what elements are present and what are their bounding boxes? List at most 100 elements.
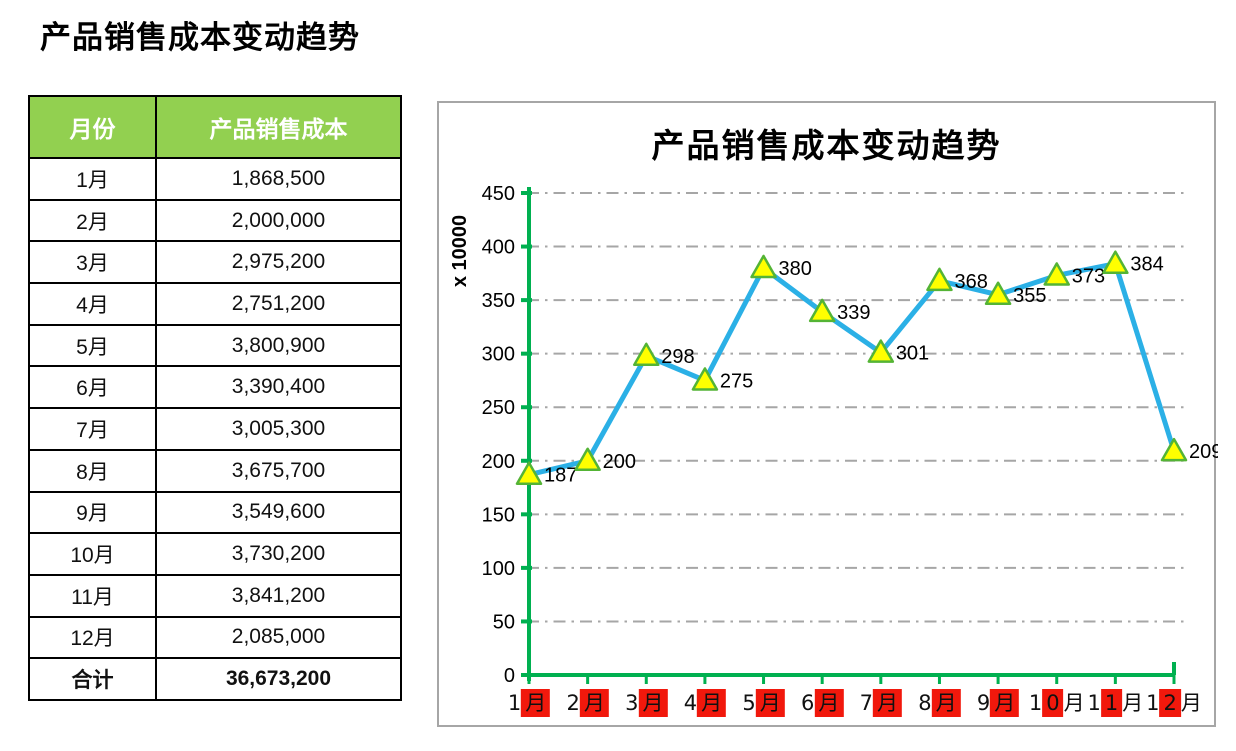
data-point-marker [926, 267, 953, 292]
data-label: 209 [1189, 441, 1218, 463]
column-header-cost: 产品销售成本 [155, 95, 402, 159]
cost-cell: 1,868,500 [155, 157, 402, 201]
month-cell: 11月 [28, 573, 157, 618]
x-label-char-highlighted: 月 [755, 689, 785, 717]
cost-cell: 3,549,600 [155, 490, 402, 535]
x-label-char-highlighted: 月 [579, 689, 609, 717]
y-tick-label: 450 [482, 183, 515, 205]
x-label-char-highlighted: 1 [1100, 689, 1123, 717]
cost-cell: 3,390,400 [155, 365, 402, 410]
chart-container: 0 50 100 150 200 250 300 350 400 450 x 10000 187 200… [437, 101, 1218, 727]
y-tick-label: 0 [504, 665, 515, 687]
table-row: 12月 2,085,000 [28, 615, 402, 660]
x-label-char-highlighted: 0 [1042, 689, 1064, 717]
data-label: 339 [837, 302, 870, 324]
page-title: 产品销售成本变动趋势 [40, 20, 360, 55]
table-row: 7月 3,005,300 [28, 407, 402, 451]
cost-cell: 3,841,200 [155, 573, 402, 618]
cost-cell: 2,751,200 [155, 282, 402, 326]
x-label-char-highlighted: 月 [521, 689, 551, 717]
table-row: 8月 3,675,700 [28, 448, 402, 493]
x-label-char: 6 [800, 691, 815, 715]
month-cell: 5月 [28, 323, 157, 368]
x-label-char: 1 [1146, 691, 1160, 715]
data-label: 368 [954, 271, 987, 293]
table-row: 4月 2,751,200 [28, 282, 402, 326]
x-label-char: 7 [859, 691, 873, 715]
data-point-marker [867, 339, 895, 363]
data-point-marker [633, 342, 660, 367]
table-row: 11月 3,841,200 [28, 573, 402, 618]
month-cell: 12月 [28, 615, 157, 660]
month-cell: 2月 [28, 198, 157, 243]
x-label-char: 5 [742, 691, 756, 715]
data-point-marker [1102, 250, 1129, 274]
table-header-row: 月份 产品销售成本 [28, 95, 402, 159]
x-label-char-highlighted: 月 [873, 689, 902, 717]
data-label: 298 [661, 346, 694, 368]
x-label-char: 9 [976, 691, 991, 715]
y-tick-label: 50 [493, 611, 515, 633]
table-row: 10月 3,730,200 [28, 532, 402, 576]
data-label: 275 [720, 370, 753, 392]
table-row: 5月 3,800,900 [28, 323, 402, 368]
table-row: 6月 3,390,400 [28, 365, 402, 410]
x-label-char: 月 [1122, 691, 1144, 715]
y-tick-label: 100 [482, 558, 515, 580]
x-label-char: 4 [683, 691, 698, 715]
cost-cell: 3,005,300 [155, 407, 402, 451]
column-header-month: 月份 [28, 95, 157, 159]
x-label-char: 1 [507, 691, 522, 715]
y-axis-title: x 10000 [449, 215, 471, 287]
y-tick-label: 300 [482, 344, 515, 366]
table-row: 3月 2,975,200 [28, 240, 402, 285]
data-point-marker [808, 298, 836, 323]
data-label: 380 [779, 258, 812, 280]
month-cell: 1月 [28, 157, 157, 201]
y-tick-label: 200 [482, 451, 515, 473]
data-point-marker [984, 281, 1012, 306]
data-label: 187 [544, 465, 577, 487]
x-label-char-highlighted: 月 [697, 689, 727, 717]
y-tick-label: 350 [482, 290, 515, 312]
series-line [526, 261, 1177, 478]
table-row: 2月 2,000,000 [28, 198, 402, 243]
x-label-char-highlighted: 月 [931, 689, 961, 717]
month-cell: 3月 [28, 240, 157, 285]
cost-cell: 3,730,200 [155, 532, 402, 576]
chart-title: 产品销售成本变动趋势 [651, 126, 1002, 165]
cost-table: 月份 产品销售成本 1月 1,868,500 2月 2,000,000 3月 2,975,2… [28, 95, 402, 701]
table-row: 9月 3,549,600 [28, 490, 402, 535]
data-label: 301 [896, 343, 929, 365]
x-label-char: 月 [1180, 691, 1202, 715]
cost-cell: 3,675,700 [155, 448, 402, 493]
data-point-marker [515, 461, 543, 485]
data-point-marker [574, 447, 601, 472]
x-label-char: 月 [1063, 691, 1085, 715]
table-row: 1月 1,868,500 [28, 157, 402, 201]
data-point-marker [691, 367, 719, 391]
data-point-marker [1043, 262, 1070, 286]
x-label-char: 2 [566, 691, 580, 715]
cost-cell: 2,085,000 [155, 615, 402, 660]
x-label-char: 1 [1028, 691, 1043, 715]
line-chart: 0 50 100 150 200 250 300 350 400 450 x 10000 187 200… [449, 183, 1218, 687]
month-cell: 6月 [28, 365, 157, 410]
month-cell: 4月 [28, 282, 157, 326]
data-point-marker [1160, 437, 1188, 462]
x-label-char-highlighted: 月 [814, 689, 844, 717]
cost-cell: 2,000,000 [155, 198, 402, 243]
y-tick-label: 250 [482, 397, 515, 419]
data-point-marker [750, 254, 777, 279]
